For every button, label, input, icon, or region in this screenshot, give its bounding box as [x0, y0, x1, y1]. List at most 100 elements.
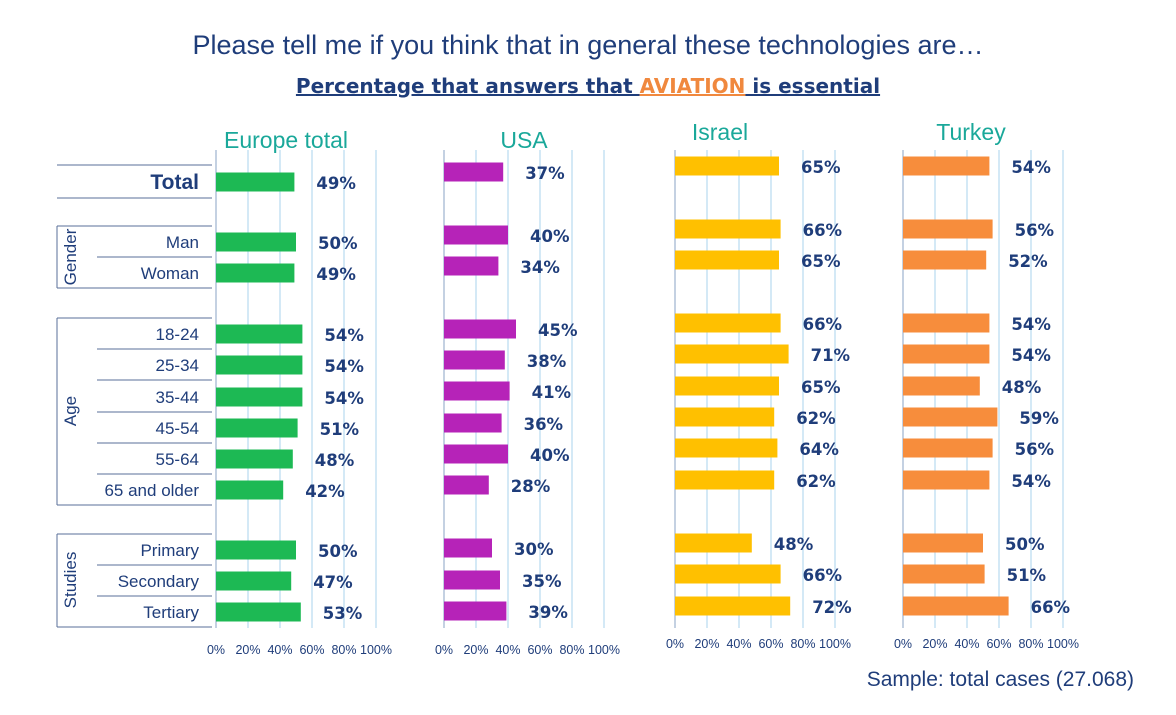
tick-label-europe-total: 40%	[267, 643, 292, 657]
tick-label-israel: 60%	[758, 637, 783, 651]
panel-title-turkey: Turkey	[936, 119, 1006, 145]
data-label-israel-45-54: 62%	[796, 409, 836, 428]
bar-usa-45-54	[444, 413, 502, 433]
bar-israel-55-64	[675, 438, 778, 458]
category-label-65-and-older: 65 and older	[104, 481, 199, 500]
category-label-woman: Woman	[141, 264, 199, 283]
bar-turkey-woman	[903, 250, 987, 270]
data-label-europe-total-65-and-older: 42%	[305, 482, 345, 501]
category-label-35-44: 35-44	[156, 388, 199, 407]
tick-label-turkey: 40%	[954, 637, 979, 651]
bar-usa-35-44	[444, 381, 510, 401]
bar-turkey-primary	[903, 533, 983, 553]
bar-turkey-tertiary	[903, 596, 1009, 616]
tick-label-turkey: 20%	[922, 637, 947, 651]
data-label-europe-total-18-24: 54%	[324, 326, 364, 345]
data-label-usa-woman: 34%	[520, 258, 560, 277]
category-label-tertiary: Tertiary	[143, 603, 199, 622]
bar-israel-45-54	[675, 407, 775, 427]
data-label-usa-tertiary: 39%	[528, 603, 568, 622]
data-label-turkey-65-and-older: 54%	[1011, 472, 1051, 491]
bar-usa-tertiary	[444, 601, 507, 621]
data-label-europe-total-total: 49%	[316, 174, 356, 193]
bar-usa-primary	[444, 538, 492, 558]
group-label-age: Age	[61, 396, 80, 426]
data-label-israel-65-and-older: 62%	[796, 472, 836, 491]
bar-israel-secondary	[675, 564, 781, 584]
panel-title-usa: USA	[500, 127, 548, 153]
data-label-israel-55-64: 64%	[799, 440, 839, 459]
bar-israel-25-34	[675, 344, 789, 364]
data-label-israel-primary: 48%	[774, 535, 814, 554]
bar-europe-total-primary	[216, 540, 296, 560]
data-label-israel-35-44: 65%	[801, 378, 841, 397]
bar-israel-total	[675, 156, 779, 176]
bar-usa-65-and-older	[444, 475, 489, 495]
sample-note: Sample: total cases (27.068)	[866, 668, 1134, 691]
bar-israel-18-24	[675, 313, 781, 333]
data-label-usa-18-24: 45%	[538, 321, 578, 340]
panel-title-israel: Israel	[692, 119, 748, 145]
category-label-25-34: 25-34	[156, 356, 199, 375]
data-label-turkey-55-64: 56%	[1015, 440, 1055, 459]
category-label-18-24: 18-24	[156, 325, 199, 344]
group-label-gender: Gender	[61, 228, 80, 285]
tick-label-israel: 20%	[694, 637, 719, 651]
bar-israel-woman	[675, 250, 779, 270]
bar-usa-55-64	[444, 444, 508, 464]
data-label-turkey-woman: 52%	[1008, 252, 1048, 271]
bar-usa-25-34	[444, 350, 505, 370]
data-label-israel-man: 66%	[803, 221, 843, 240]
tick-label-turkey: 60%	[986, 637, 1011, 651]
bar-usa-18-24	[444, 319, 516, 339]
group-label-studies: Studies	[61, 552, 80, 609]
bar-usa-total	[444, 162, 504, 182]
bar-usa-secondary	[444, 570, 500, 590]
category-label-secondary: Secondary	[118, 572, 200, 591]
tick-label-turkey: 0%	[894, 637, 912, 651]
category-label-55-64: 55-64	[156, 450, 199, 469]
tick-label-turkey: 80%	[1018, 637, 1043, 651]
bar-europe-total-35-44	[216, 387, 303, 407]
bar-turkey-45-54	[903, 407, 998, 427]
tick-label-usa: 40%	[495, 643, 520, 657]
data-label-israel-woman: 65%	[801, 252, 841, 271]
tick-label-europe-total: 80%	[331, 643, 356, 657]
bar-turkey-35-44	[903, 376, 980, 396]
data-label-turkey-25-34: 54%	[1011, 346, 1051, 365]
subtitle-post: is essential	[745, 74, 881, 98]
data-label-usa-secondary: 35%	[522, 572, 562, 591]
category-label-45-54: 45-54	[156, 419, 199, 438]
data-label-europe-total-secondary: 47%	[313, 573, 353, 592]
bar-europe-total-tertiary	[216, 602, 301, 622]
bar-turkey-total	[903, 156, 990, 176]
chart-title: Please tell me if you think that in gene…	[192, 30, 984, 60]
data-label-israel-18-24: 66%	[803, 315, 843, 334]
tick-label-israel: 80%	[790, 637, 815, 651]
data-label-usa-65-and-older: 28%	[511, 477, 551, 496]
bar-turkey-secondary	[903, 564, 985, 584]
data-label-israel-25-34: 71%	[811, 346, 851, 365]
category-label-total: Total	[150, 171, 199, 194]
category-label-man: Man	[166, 233, 199, 252]
data-label-israel-secondary: 66%	[803, 566, 843, 585]
bar-israel-tertiary	[675, 596, 791, 616]
chart-subtitle: Percentage that answers that AVIATION is…	[0, 74, 1176, 98]
bar-israel-man	[675, 219, 781, 239]
bar-turkey-man	[903, 219, 993, 239]
data-label-usa-35-44: 41%	[532, 383, 572, 402]
bar-israel-35-44	[675, 376, 779, 396]
tick-label-europe-total: 100%	[360, 643, 392, 657]
tick-label-usa: 100%	[588, 643, 620, 657]
subtitle-pre: Percentage that answers that	[295, 74, 640, 98]
bar-europe-total-secondary	[216, 571, 292, 591]
data-label-europe-total-primary: 50%	[318, 542, 358, 561]
tick-label-europe-total: 20%	[235, 643, 260, 657]
bar-turkey-25-34	[903, 344, 990, 364]
bar-turkey-65-and-older	[903, 470, 990, 490]
tick-label-usa: 0%	[435, 643, 453, 657]
bar-europe-total-65-and-older	[216, 480, 284, 500]
data-label-turkey-tertiary: 66%	[1031, 598, 1071, 617]
data-label-turkey-primary: 50%	[1005, 535, 1045, 554]
